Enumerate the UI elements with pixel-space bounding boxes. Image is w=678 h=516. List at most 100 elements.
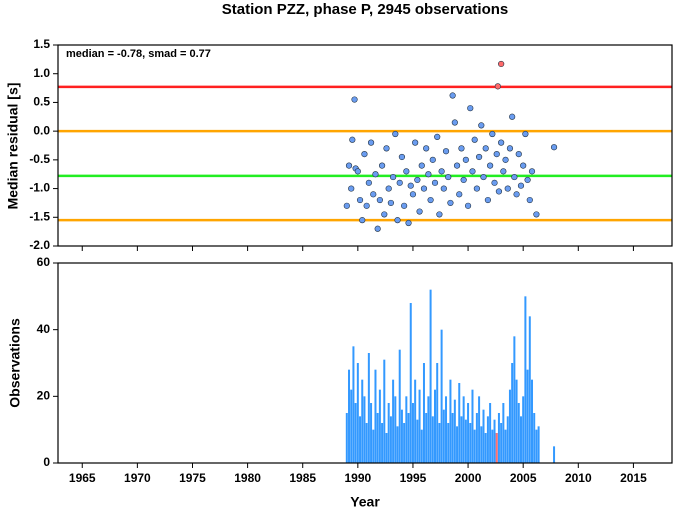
point <box>425 171 432 178</box>
point <box>502 156 509 163</box>
bar <box>526 369 529 463</box>
bar <box>515 379 518 463</box>
point <box>451 119 458 126</box>
point <box>370 191 377 198</box>
bar <box>433 389 436 463</box>
x-tick-label: 2015 <box>620 471 647 485</box>
point <box>427 196 434 204</box>
point <box>504 185 511 192</box>
bar <box>535 429 538 463</box>
x-tick-label: 1975 <box>179 471 206 485</box>
bar <box>489 403 492 463</box>
point <box>405 219 412 227</box>
bar <box>447 423 450 463</box>
bar <box>414 379 417 463</box>
point <box>458 145 465 152</box>
y-tick-label: 0.0 <box>33 123 50 137</box>
bar <box>451 413 454 463</box>
bar <box>486 416 489 463</box>
bar <box>438 423 441 463</box>
bar <box>519 416 522 463</box>
point <box>494 83 501 90</box>
point <box>440 185 447 192</box>
bar <box>467 403 470 463</box>
point <box>478 122 485 129</box>
point <box>418 162 425 169</box>
bar <box>376 413 379 463</box>
bar <box>453 399 456 463</box>
point <box>414 176 421 184</box>
point <box>436 211 443 218</box>
point <box>524 176 531 184</box>
bar <box>473 429 476 463</box>
point <box>511 173 518 181</box>
point <box>460 176 467 184</box>
bar <box>429 289 432 463</box>
bar <box>462 396 465 463</box>
bar <box>442 409 445 463</box>
point <box>409 191 417 198</box>
point <box>475 153 483 161</box>
point <box>431 179 439 186</box>
bar <box>409 303 412 463</box>
point <box>447 199 454 207</box>
y-tick-label: 1.5 <box>33 37 50 51</box>
bar <box>528 316 531 463</box>
bar <box>506 416 509 463</box>
bar <box>425 413 428 463</box>
point <box>390 173 397 181</box>
bar <box>405 396 408 463</box>
y-tick-label: 0.5 <box>33 95 50 109</box>
point <box>420 185 428 192</box>
point <box>445 173 452 181</box>
point <box>351 96 358 103</box>
point <box>471 136 478 143</box>
x-tick-label: 1980 <box>234 471 261 485</box>
point <box>464 202 472 209</box>
y-axis-label: Observations <box>7 318 23 408</box>
point <box>345 162 353 169</box>
bar <box>372 429 375 463</box>
point <box>550 144 558 151</box>
bar <box>400 409 403 463</box>
point <box>495 188 503 195</box>
bar <box>378 389 381 463</box>
bar <box>531 379 534 463</box>
point <box>407 182 414 189</box>
point <box>356 196 364 204</box>
bar <box>493 419 496 463</box>
point <box>381 211 388 218</box>
bar <box>389 416 392 463</box>
bar <box>475 413 478 463</box>
point <box>522 130 529 138</box>
bar <box>458 383 461 463</box>
point <box>467 105 474 112</box>
x-tick-label: 1985 <box>289 471 316 485</box>
point <box>438 168 445 175</box>
point <box>456 191 463 198</box>
point <box>354 168 361 175</box>
bar <box>374 369 377 463</box>
point <box>491 179 498 186</box>
point <box>361 151 368 158</box>
bar <box>504 429 507 463</box>
bar <box>502 403 505 463</box>
bar <box>385 433 388 463</box>
point <box>385 185 392 192</box>
annotation: median = -0.78, smad = 0.77 <box>66 48 211 60</box>
bar <box>469 423 472 463</box>
bar <box>418 389 421 463</box>
bar <box>500 423 503 463</box>
bar <box>495 433 498 463</box>
bar <box>345 413 348 463</box>
bar <box>394 396 397 463</box>
bar <box>497 413 500 463</box>
bar <box>420 429 423 463</box>
bar <box>524 296 527 463</box>
point <box>487 162 494 169</box>
point <box>482 145 489 152</box>
point <box>383 145 390 152</box>
point <box>528 168 536 175</box>
